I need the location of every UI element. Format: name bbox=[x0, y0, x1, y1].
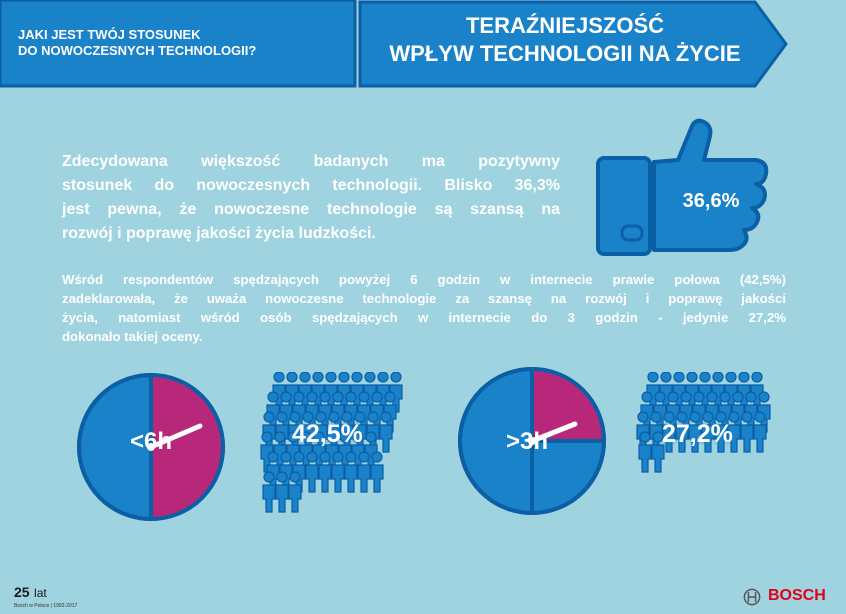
person-icon bbox=[727, 411, 741, 453]
person-icon bbox=[714, 411, 728, 453]
clock-icon-over-3h bbox=[458, 367, 606, 515]
person-icon bbox=[318, 451, 332, 493]
header-title-line2: WPŁYW TECHNOLOGII NA ŻYCIE bbox=[389, 41, 741, 66]
intro-line: rozwój i poprawę jakości życia ludzkości… bbox=[62, 225, 376, 242]
person-icon bbox=[262, 471, 276, 513]
header-question-line1: JAKI JEST TWÓJ STOSUNEK bbox=[18, 27, 201, 42]
person-icon bbox=[675, 411, 689, 453]
detail-line: życia, natomiast wśród osób spędzających… bbox=[62, 310, 786, 325]
clock-label-over-3h: >3h bbox=[505, 428, 549, 455]
intro-line: stosunek do nowoczesnych technologii. Bl… bbox=[62, 177, 560, 194]
anniversary-subtitle: Bosch w Polsce | 1992-2017 bbox=[14, 603, 78, 609]
anniversary-logo: 25 lat Bosch w Polsce | 1992-2017 bbox=[14, 584, 77, 609]
thumbs-up-icon bbox=[596, 118, 769, 256]
person-icon bbox=[305, 451, 319, 493]
percent-group-a: 42,5% bbox=[292, 420, 363, 448]
person-icon bbox=[662, 411, 676, 453]
clock-icon-under-6h bbox=[77, 373, 225, 521]
clock-fill-segment bbox=[532, 369, 604, 441]
percent-group-b: 27,2% bbox=[662, 420, 733, 448]
bosch-brand-name: BOSCH bbox=[768, 587, 826, 604]
people-crowd-icon-group-a bbox=[260, 372, 403, 513]
header-question: JAKI JEST TWÓJ STOSUNEK DO NOWOCZESNYCH … bbox=[18, 27, 338, 59]
detail-paragraph: Wśród respondentów spędzających powyżej … bbox=[62, 270, 786, 346]
clock-fill-segment bbox=[151, 375, 223, 519]
detail-line: zadeklarowała, że uważa nowoczesne techn… bbox=[62, 291, 786, 306]
header-title: TERAŹNIEJSZOŚĆ WPŁYW TECHNOLOGII NA ŻYCI… bbox=[360, 12, 770, 68]
person-icon bbox=[331, 451, 345, 493]
header-title-line1: TERAŹNIEJSZOŚĆ bbox=[465, 13, 665, 38]
person-icon bbox=[370, 451, 384, 493]
intro-line: jest pewna, że nowoczesne technologie są… bbox=[62, 201, 560, 218]
intro-line: Zdecydowana większość badanych ma pozyty… bbox=[62, 153, 560, 170]
person-icon bbox=[275, 471, 289, 513]
people-crowd-icon-group-b bbox=[636, 372, 771, 473]
detail-line: dokonało takiej oceny. bbox=[62, 329, 203, 344]
person-icon bbox=[651, 431, 665, 473]
bosch-logo-icon bbox=[743, 588, 761, 606]
person-icon bbox=[688, 411, 702, 453]
person-icon bbox=[701, 411, 715, 453]
person-icon bbox=[379, 411, 393, 453]
person-icon bbox=[357, 451, 371, 493]
header-banner bbox=[0, 0, 788, 88]
person-icon bbox=[288, 471, 302, 513]
person-icon bbox=[344, 451, 358, 493]
anniversary-word: lat bbox=[34, 586, 47, 600]
detail-line: Wśród respondentów spędzających powyżej … bbox=[62, 272, 786, 287]
header-question-line2: DO NOWOCZESNYCH TECHNOLOGII? bbox=[18, 43, 257, 58]
anniversary-number: 25 bbox=[14, 584, 30, 600]
person-icon bbox=[753, 411, 767, 453]
thumbs-up-percent: 36,6% bbox=[682, 190, 740, 212]
intro-paragraph: Zdecydowana większość badanych ma pozyty… bbox=[62, 150, 560, 246]
person-icon bbox=[638, 431, 652, 473]
person-icon bbox=[740, 411, 754, 453]
clock-label-under-6h: <6h bbox=[129, 428, 173, 455]
